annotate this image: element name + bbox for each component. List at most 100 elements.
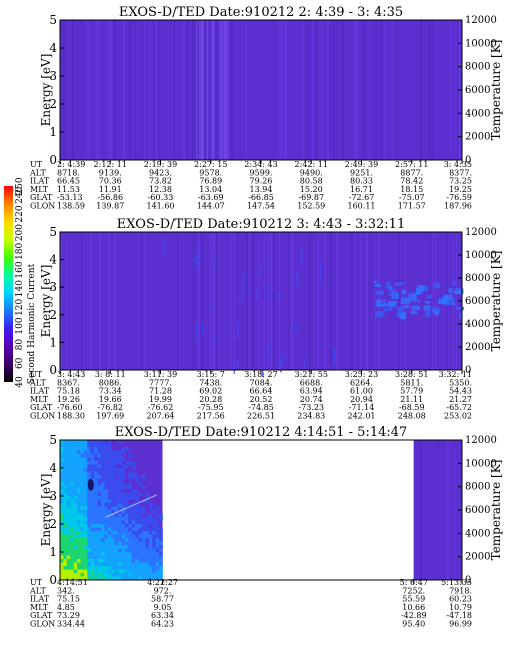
data-cell [70, 520, 74, 525]
data-cell [111, 475, 115, 479]
data-cell [114, 520, 119, 525]
data-cell [80, 485, 85, 490]
data-cell [90, 562, 95, 567]
y2-tick-label: 10000 [465, 250, 497, 261]
data-cell [111, 517, 115, 521]
data-cell [101, 527, 105, 532]
data-streak [198, 232, 200, 370]
ephemeris-value: 21.11 [400, 395, 423, 404]
ephemeris-value: 55.59 [402, 595, 425, 604]
data-cell [80, 552, 85, 556]
data-cell [101, 531, 105, 535]
data-cell [66, 531, 71, 535]
data-cell [77, 513, 81, 518]
ephemeris-value: 139.87 [96, 202, 124, 211]
data-cell [104, 457, 109, 462]
data-cell [70, 485, 74, 490]
data-dot [147, 497, 150, 500]
ephemeris-value: 9423. [149, 168, 172, 177]
data-cell [128, 548, 133, 553]
data-feature [87, 478, 94, 491]
ephemeris-value: 253.02 [444, 412, 472, 421]
data-cell [73, 475, 78, 479]
data-cell [63, 538, 68, 542]
data-cell [97, 541, 102, 546]
data-cell [145, 559, 150, 563]
data-cell [128, 576, 133, 581]
data-cell [80, 447, 85, 451]
data-cell [83, 447, 88, 451]
data-cell [73, 566, 78, 570]
data-cell [131, 506, 136, 511]
data-cell [73, 538, 78, 542]
data-cell [107, 576, 112, 581]
data-cell [145, 566, 150, 570]
data-cell [135, 538, 139, 542]
data-cell [70, 471, 74, 476]
data-cell [90, 555, 95, 560]
data-cell [128, 461, 133, 465]
data-cell [60, 489, 64, 493]
data-cell [90, 520, 95, 525]
data-cell [124, 569, 129, 574]
data-cell [77, 531, 81, 535]
data-cell [142, 559, 146, 563]
data-cell [135, 576, 139, 581]
ephemeris-value: 9251. [350, 168, 373, 177]
data-dot [146, 498, 148, 500]
data-cell [152, 545, 156, 549]
data-cell [104, 573, 109, 577]
data-cell [118, 457, 122, 462]
data-cell [152, 566, 156, 570]
ephemeris-row-label: UT [30, 370, 43, 379]
data-patch [278, 290, 280, 299]
data-cell [73, 555, 78, 560]
data-streak [318, 232, 319, 370]
data-cell [70, 506, 74, 511]
data-cell [97, 478, 102, 483]
data-dot [154, 495, 156, 497]
ephemeris-value: -76.60 [57, 403, 83, 412]
data-cell [63, 534, 68, 539]
data-cell [87, 545, 92, 549]
data-streak [399, 232, 400, 370]
data-patch [210, 302, 212, 308]
data-cell [73, 468, 78, 472]
data-patch [267, 343, 270, 357]
data-cell [66, 534, 71, 539]
data-cell [94, 576, 98, 581]
data-cell [114, 545, 119, 549]
data-cell [83, 471, 88, 476]
data-cell [118, 527, 122, 532]
ephemeris-value: 20.74 [300, 395, 323, 404]
data-streak [123, 20, 125, 160]
data-cell [83, 566, 88, 570]
data-cell [90, 447, 95, 451]
data-cell [90, 461, 95, 465]
data-streak [273, 232, 275, 370]
data-cell [104, 541, 109, 546]
data-cell [80, 559, 85, 563]
data-cell [131, 527, 136, 532]
data-cell [104, 545, 109, 549]
data-cell [94, 440, 98, 444]
ephemeris-value: -75.07 [399, 193, 425, 202]
data-patch [399, 313, 407, 320]
data-patch [377, 299, 382, 302]
data-cell [60, 482, 64, 486]
data-cell [63, 552, 68, 556]
ephemeris-value: -47.18 [446, 611, 472, 620]
data-cell [121, 520, 126, 525]
data-cell [97, 492, 102, 497]
data-cell [94, 513, 98, 518]
data-cell [63, 461, 68, 465]
data-cell [118, 482, 122, 486]
data-streak [159, 20, 160, 160]
ephemeris-value: -60.33 [148, 193, 174, 202]
data-cell [138, 510, 143, 514]
data-cell [66, 454, 71, 458]
data-cell [80, 464, 85, 469]
data-cell [145, 496, 150, 500]
data-cell [87, 517, 92, 521]
data-cell [101, 447, 105, 451]
